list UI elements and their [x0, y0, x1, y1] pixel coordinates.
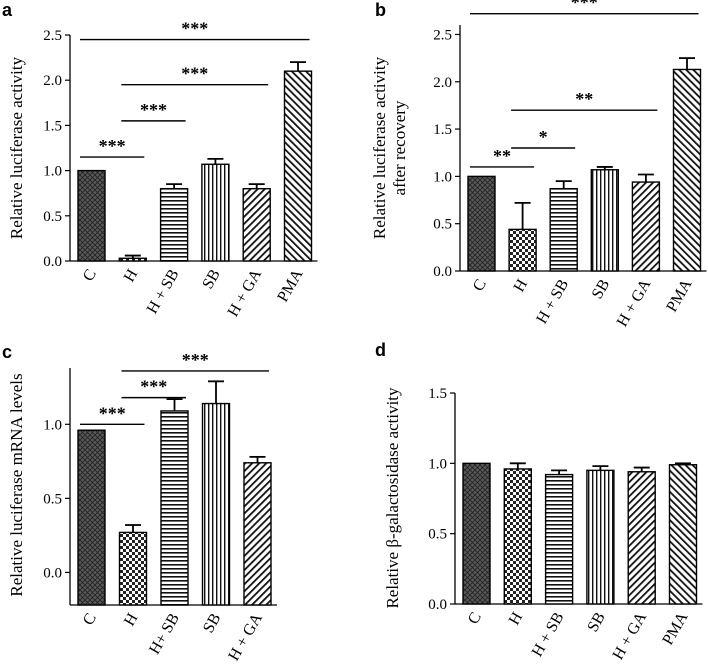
bar-sb [590, 169, 619, 272]
y-axis-label: after recovery [390, 100, 409, 195]
y-tick-label: 1.5 [43, 118, 62, 134]
panel-c: c 0.0 0.5 1.0 Relative luciferase mRNA level… [2, 342, 277, 664]
panel-label: b [375, 0, 386, 20]
y-tick-label: 2.0 [43, 73, 62, 89]
significance-label: *** [140, 377, 167, 397]
bar-h [118, 531, 148, 606]
y-tick-label: 2.5 [433, 27, 452, 43]
y-tick-label: 0.0 [433, 264, 452, 280]
significance-label: *** [181, 19, 208, 39]
bar-pma [668, 464, 698, 605]
x-tick-label: SB [200, 611, 225, 636]
panel-d: d 0.0 0.5 1.0 1.5 Relative β-galactosidase ac… [375, 340, 703, 663]
y-tick-label: 0.5 [428, 527, 447, 543]
bar-h-ga [243, 462, 272, 606]
significance-label: *** [181, 64, 208, 84]
x-tick-label: H + SB [533, 277, 572, 327]
y-tick-label: 2.0 [433, 75, 452, 91]
bar-c [462, 462, 491, 605]
x-tick-label: PMA [274, 266, 306, 305]
y-axis-label: Relative luciferase mRNA levels [7, 373, 26, 596]
bar-h-ga [242, 187, 271, 262]
y-axis-label: Relative luciferase activity [7, 56, 26, 239]
significance-label: ** [493, 146, 511, 166]
panel-a: a 0.0 0.5 1.0 1.5 2.0 2.5 Relative luciferase a… [2, 0, 318, 320]
y-tick-label: 1.0 [433, 169, 452, 185]
bar-h-sb [549, 187, 578, 272]
y-tick-label: 0.0 [43, 565, 62, 581]
bar-c [77, 429, 106, 606]
x-tick-label: H + GA [614, 276, 655, 330]
bar-pma [672, 68, 702, 272]
x-tick-label: SB [589, 277, 614, 302]
y-tick-label: 0.5 [433, 217, 452, 233]
y-tick-label: 0.5 [43, 209, 62, 225]
y-tick-label: 2.5 [43, 28, 62, 44]
x-tick-label: H + SB [144, 267, 183, 317]
x-tick-label: H + GA [225, 266, 266, 320]
y-tick-label: 1.0 [428, 456, 447, 472]
panel-label: c [2, 342, 12, 362]
bar-sb [201, 163, 230, 262]
x-tick-label: H + GA [610, 609, 651, 663]
panel-label: a [2, 0, 13, 20]
bar-h-ga [627, 471, 656, 605]
significance-label: *** [182, 350, 209, 370]
x-tick-label: C [470, 277, 490, 295]
x-tick-label: H [121, 266, 142, 285]
x-tick-label: SB [199, 267, 224, 292]
y-tick-label: 1.5 [428, 386, 447, 402]
bar-pma [283, 70, 313, 262]
bar-c [467, 175, 496, 272]
x-tick-label: H [506, 609, 527, 628]
significance-label: * [539, 127, 548, 147]
panel-b: b 0.0 0.5 1.0 1.5 2.0 2.5 Relative luciferase a… [370, 0, 707, 330]
x-tick-label: C [80, 267, 100, 285]
x-tick-label: H + SB [529, 610, 568, 660]
x-tick-label: H+ SB [146, 611, 183, 658]
y-axis-label: Relative luciferase activity [370, 56, 389, 239]
bar-h [508, 228, 537, 272]
x-tick-label: H + GA [225, 610, 266, 664]
bar-h-ga [631, 181, 661, 272]
y-tick-label: 1.5 [433, 122, 452, 138]
x-tick-label: C [465, 610, 485, 628]
significance-label: *** [99, 403, 126, 423]
significance-label: ** [575, 89, 593, 109]
significance-label: *** [571, 0, 598, 13]
y-tick-label: 1.0 [43, 164, 62, 180]
y-tick-label: 1.0 [43, 417, 62, 433]
significance-label: *** [140, 100, 167, 120]
bar-h-sb [160, 410, 189, 606]
bar-sb [586, 469, 615, 605]
y-axis-label: Relative β-galactosidase activity [383, 387, 402, 609]
bar-h [503, 468, 532, 605]
bar-c [77, 169, 106, 262]
bar-h-sb [159, 187, 189, 262]
y-tick-label: 0.5 [43, 491, 62, 507]
x-tick-label: C [80, 611, 100, 629]
y-tick-label: 0.0 [428, 597, 447, 613]
bar-h-sb [544, 473, 574, 605]
bar-h [118, 257, 148, 262]
significance-label: *** [99, 136, 126, 156]
x-tick-label: SB [584, 610, 609, 635]
x-tick-label: PMA [663, 276, 695, 315]
y-tick-label: 0.0 [43, 254, 62, 270]
x-tick-label: H [511, 276, 532, 295]
bar-sb [201, 402, 231, 606]
x-tick-label: PMA [659, 609, 691, 648]
panel-label: d [375, 340, 386, 360]
x-tick-label: H [121, 610, 142, 629]
